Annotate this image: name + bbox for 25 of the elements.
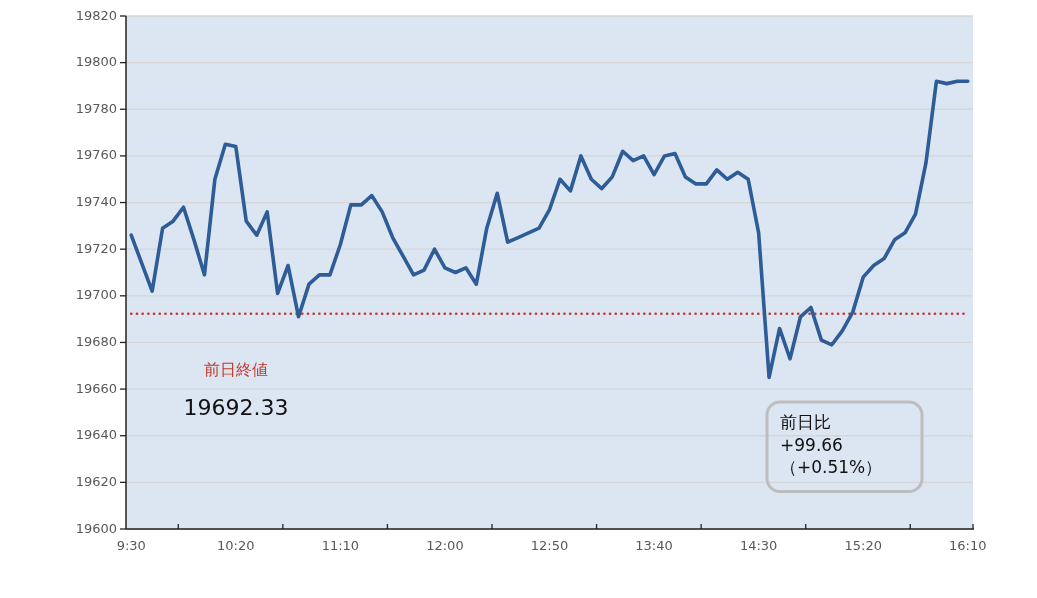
y-tick-label: 19720 [75, 240, 117, 256]
y-tick-label: 19620 [75, 473, 117, 489]
y-tick-label: 19600 [75, 520, 117, 536]
y-tick-label: 19760 [75, 147, 117, 163]
x-tick-label: 15:20 [844, 537, 882, 553]
y-tick-label: 19800 [75, 54, 117, 70]
annotation: 前日比 +99.66 （+0.51%） [780, 412, 883, 477]
y-tick-label: 19780 [75, 100, 117, 116]
y-tick-label: 19740 [75, 194, 117, 210]
x-tick-label: 12:50 [530, 537, 569, 553]
x-tick-label: 11:10 [321, 537, 360, 553]
x-tick-label: 10:20 [217, 537, 255, 553]
annotation: 19692.33 [183, 394, 289, 420]
ref-line-label: 前日終値 [204, 360, 269, 380]
y-tick-label: 19640 [75, 427, 117, 443]
x-tick-label: 12:00 [426, 537, 464, 553]
y-tick-label: 19660 [75, 380, 117, 396]
y-tick-label: 19680 [75, 333, 117, 349]
y-tick-label: 19700 [75, 287, 117, 303]
x-tick-label: 13:40 [635, 537, 673, 553]
x-tick-label: 14:30 [739, 537, 778, 553]
y-tick-label: 19820 [75, 7, 117, 23]
x-tick-label: 9:30 [116, 537, 146, 553]
x-tick-label: 16:10 [949, 537, 987, 553]
line-series [129, 79, 970, 380]
